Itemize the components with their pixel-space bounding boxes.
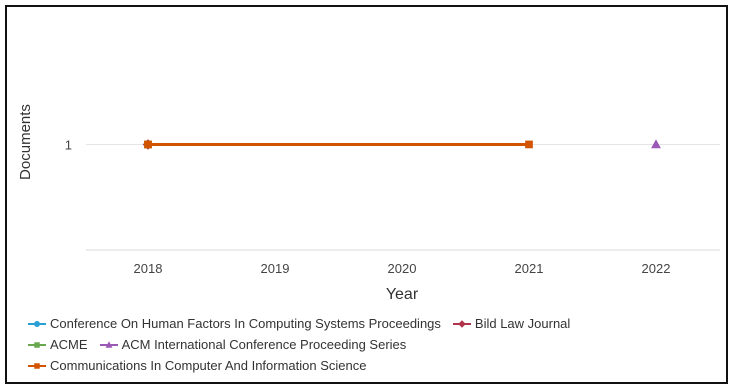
legend-item[interactable]: ACM International Conference Proceeding … (99, 337, 407, 352)
legend-label: Communications In Computer And Informati… (50, 358, 367, 373)
legend-item[interactable]: Bild Law Journal (452, 316, 571, 331)
legend-marker-icon (28, 360, 46, 372)
legend-label: Conference On Human Factors In Computing… (50, 316, 441, 331)
series-5 (144, 140, 533, 149)
x-tick-label: 2019 (261, 261, 290, 276)
data-point-marker[interactable] (525, 140, 533, 149)
legend-marker-icon (452, 318, 471, 330)
legend-label: Bild Law Journal (474, 316, 571, 331)
legend-row: Communications In Computer And Informati… (28, 355, 718, 376)
x-axis-title: Year (386, 286, 419, 303)
legend-marker-icon (99, 339, 118, 351)
x-tick-label: 2022 (642, 261, 671, 276)
legend-item[interactable]: Conference On Human Factors In Computing… (28, 316, 441, 331)
chart-legend: Conference On Human Factors In Computing… (28, 313, 718, 376)
grid-layer (86, 143, 720, 251)
legend-label: ACM International Conference Proceeding … (121, 337, 407, 352)
legend-item[interactable]: ACME (28, 337, 88, 352)
legend-row: ACME ACM International Conference Proceed… (28, 334, 718, 355)
data-point-marker[interactable] (144, 140, 152, 149)
legend-row: Conference On Human Factors In Computing… (28, 313, 718, 334)
legend-label: ACME (50, 337, 88, 352)
data-point-marker[interactable] (651, 139, 661, 149)
y-tick-label: 1 (65, 137, 72, 152)
x-tick-label: 2018 (134, 261, 163, 276)
x-tick-label: 2020 (388, 261, 417, 276)
x-tick-label: 2021 (515, 261, 544, 276)
legend-marker-icon (28, 318, 46, 330)
legend-marker-icon (28, 339, 46, 351)
series-4 (651, 139, 661, 149)
tick-layer: 1 2018 2019 2020 2021 2022 (65, 137, 671, 276)
chart-frame (5, 5, 728, 384)
series-layer (142, 139, 661, 150)
y-axis-title: Documents (17, 104, 34, 180)
legend-item[interactable]: Communications In Computer And Informati… (28, 358, 367, 373)
